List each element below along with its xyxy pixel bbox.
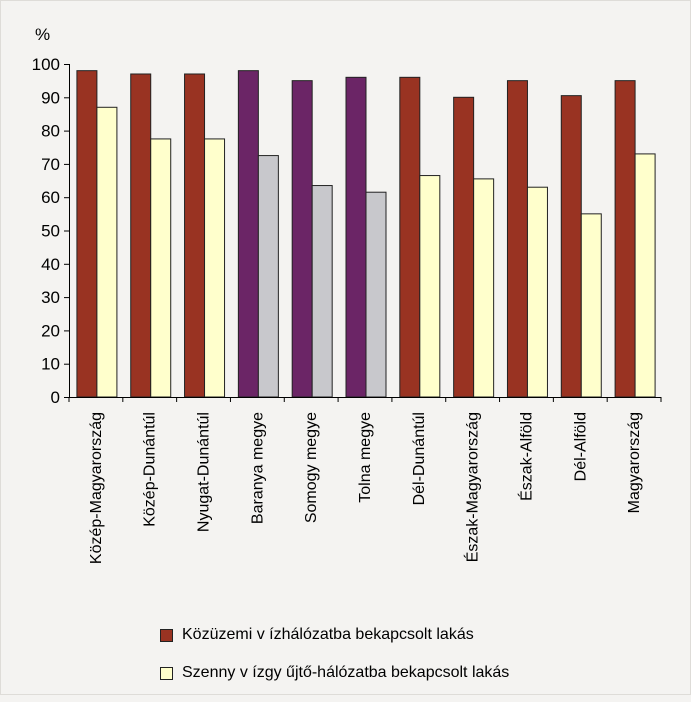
bar-sewer-tolna-megye — [365, 191, 387, 398]
x-category-label: Dél-Dunántúl — [411, 412, 428, 505]
x-category-label: Észak-Alföld — [516, 412, 535, 501]
y-tick-label: 0 — [51, 388, 60, 407]
bar-sewer-del-alfold — [580, 213, 602, 398]
x-category-label: Dél-Alföld — [572, 412, 589, 481]
bar-water-kozep-dunantul — [130, 73, 152, 398]
bar-sewer-eszak-alfold — [526, 186, 548, 398]
bar-sewer-nyugat-dunantul — [204, 138, 226, 398]
bar-sewer-kozep-magyarorszag — [96, 106, 118, 398]
bar-water-magyarorszag — [614, 80, 636, 398]
y-tick-label: 50 — [41, 222, 60, 241]
bar-sewer-somogy-megye — [311, 185, 333, 398]
bar-water-tolna-megye — [345, 76, 367, 398]
bar-sewer-magyarorszag — [634, 153, 656, 398]
y-tick-label: 60 — [41, 188, 60, 207]
bar-water-kozep-magyarorszag — [76, 70, 98, 398]
bar-sewer-baranya-megye — [257, 155, 279, 398]
legend-label-water: Közüzemi v ízhálózatba bekapcsolt lakás — [182, 626, 474, 643]
bar-water-nyugat-dunantul — [184, 73, 206, 398]
y-tick-label: 80 — [41, 122, 60, 141]
y-axis-unit: % — [35, 25, 50, 44]
x-category-label: Magyarország — [626, 412, 643, 513]
bar-sewer-kozep-dunantul — [150, 138, 172, 398]
x-category-label: Közép-Magyarország — [88, 412, 105, 564]
bar-water-del-dunantul — [399, 76, 421, 398]
bar-water-somogy-megye — [291, 80, 313, 398]
x-category-label: Észak-Magyarország — [463, 412, 482, 562]
bar-water-baranya-megye — [237, 70, 259, 398]
bar-sewer-del-dunantul — [419, 175, 441, 398]
y-tick-label: 30 — [41, 288, 60, 307]
x-category-label: Somogy megye — [303, 412, 320, 523]
x-axis-labels: Közép-Magyarország Közép-Dunántúl Nyugat-D… — [68, 397, 662, 564]
y-tick-label: 20 — [41, 321, 60, 340]
bar-water-del-alfold — [560, 95, 582, 398]
x-category-label: Nyugat-Dunántúl — [196, 412, 213, 532]
x-category-label: Baranya megye — [249, 412, 266, 524]
legend-label-sewer: Szenny v ízgy űjtő-hálózatba bekapcsolt … — [182, 664, 510, 681]
x-category-label: Tolna megye — [357, 412, 374, 503]
y-tick-label: 100 — [32, 55, 60, 74]
y-tick-label: 10 — [41, 355, 60, 374]
bar-water-eszak-magyarorszag — [453, 96, 475, 398]
legend-swatch-sewer — [160, 667, 173, 680]
y-tick-label: 40 — [41, 255, 60, 274]
y-axis-ticks: 0 10 20 30 40 50 60 70 80 90 100 — [32, 55, 69, 407]
bar-sewer-eszak-magyarorszag — [473, 178, 495, 398]
y-tick-label: 70 — [41, 155, 60, 174]
bars — [76, 70, 656, 398]
bar-water-eszak-alfold — [506, 80, 528, 398]
x-category-label: Közép-Dunántúl — [142, 412, 159, 527]
legend-swatch-water — [160, 629, 173, 642]
y-tick-label: 90 — [41, 88, 60, 107]
